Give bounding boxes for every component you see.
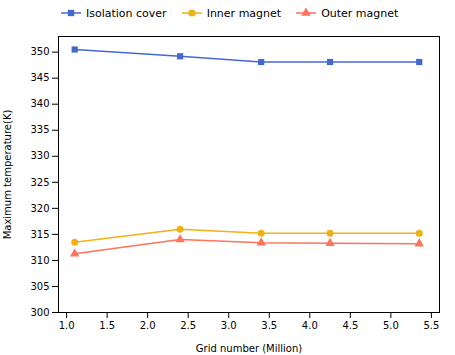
svg-text:345: 345: [30, 72, 49, 83]
svg-text:3.5: 3.5: [261, 320, 277, 331]
html-text:Inner magnet: Inner magnet: [206, 6, 282, 20]
svg-text:3.0: 3.0: [221, 320, 237, 331]
svg-text:320: 320: [30, 203, 49, 214]
svg-text:335: 335: [30, 124, 49, 135]
svg-text:325: 325: [30, 177, 49, 188]
svg-text:5.0: 5.0: [383, 320, 399, 331]
svg-text:350: 350: [30, 46, 49, 57]
svg-text:1.0: 1.0: [59, 320, 75, 331]
svg-text:305: 305: [30, 281, 49, 292]
svg-text:Grid number (Million): Grid number (Million): [196, 343, 302, 354]
svg-text:4.0: 4.0: [302, 320, 318, 331]
svg-text:310: 310: [30, 255, 49, 266]
html-text:Outer magnet: Outer magnet: [321, 6, 399, 20]
svg-text:340: 340: [30, 98, 49, 109]
svg-text:2.5: 2.5: [180, 320, 196, 331]
html-text:Isolation cover: Isolation cover: [86, 6, 167, 20]
svg-text:1.5: 1.5: [99, 320, 115, 331]
svg-text:300: 300: [30, 307, 49, 318]
svg-text:5.5: 5.5: [423, 320, 439, 331]
svg-text:2.0: 2.0: [140, 320, 156, 331]
svg-text:315: 315: [30, 229, 49, 240]
svg-text:4.5: 4.5: [342, 320, 358, 331]
svg-text:330: 330: [30, 150, 49, 161]
svg-text:Maximum temperature(K): Maximum temperature(K): [2, 110, 13, 240]
